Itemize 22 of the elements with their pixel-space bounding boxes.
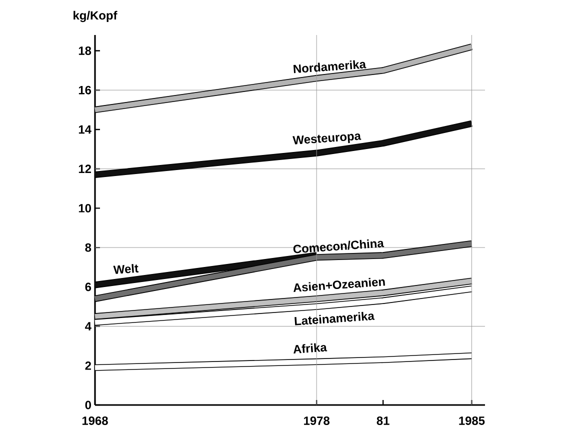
x-tick-label: 1968	[82, 416, 108, 425]
y-tick-label: 2	[85, 361, 92, 370]
y-tick-label: 6	[85, 282, 92, 292]
y-tick-label: 18	[78, 46, 92, 55]
series-label: Afrika	[294, 343, 328, 354]
y-tick-label: 16	[78, 86, 92, 94]
series-label: Lateinamerika	[294, 312, 375, 326]
y-tick-label: 4	[85, 322, 92, 330]
series-label: Asien+Ozeanien	[294, 278, 385, 292]
series-label: Comecon/China	[293, 239, 384, 254]
y-tick-label: 8	[85, 243, 92, 252]
series-label: Westeuropa	[292, 134, 362, 144]
y-tick-label: 12	[78, 164, 91, 173]
y-axis-title: kg/Kopf	[74, 10, 118, 22]
series-label: Nordamerika	[293, 60, 366, 74]
y-tick-label: 0	[85, 400, 91, 410]
x-tick-label: 81	[376, 416, 390, 425]
y-tick-label: 14	[78, 125, 92, 134]
series-label: Welt	[113, 264, 139, 274]
y-tick-label: 10	[78, 204, 91, 212]
x-tick-label: 1978	[304, 416, 330, 425]
x-tick-label: 1985	[459, 416, 485, 425]
